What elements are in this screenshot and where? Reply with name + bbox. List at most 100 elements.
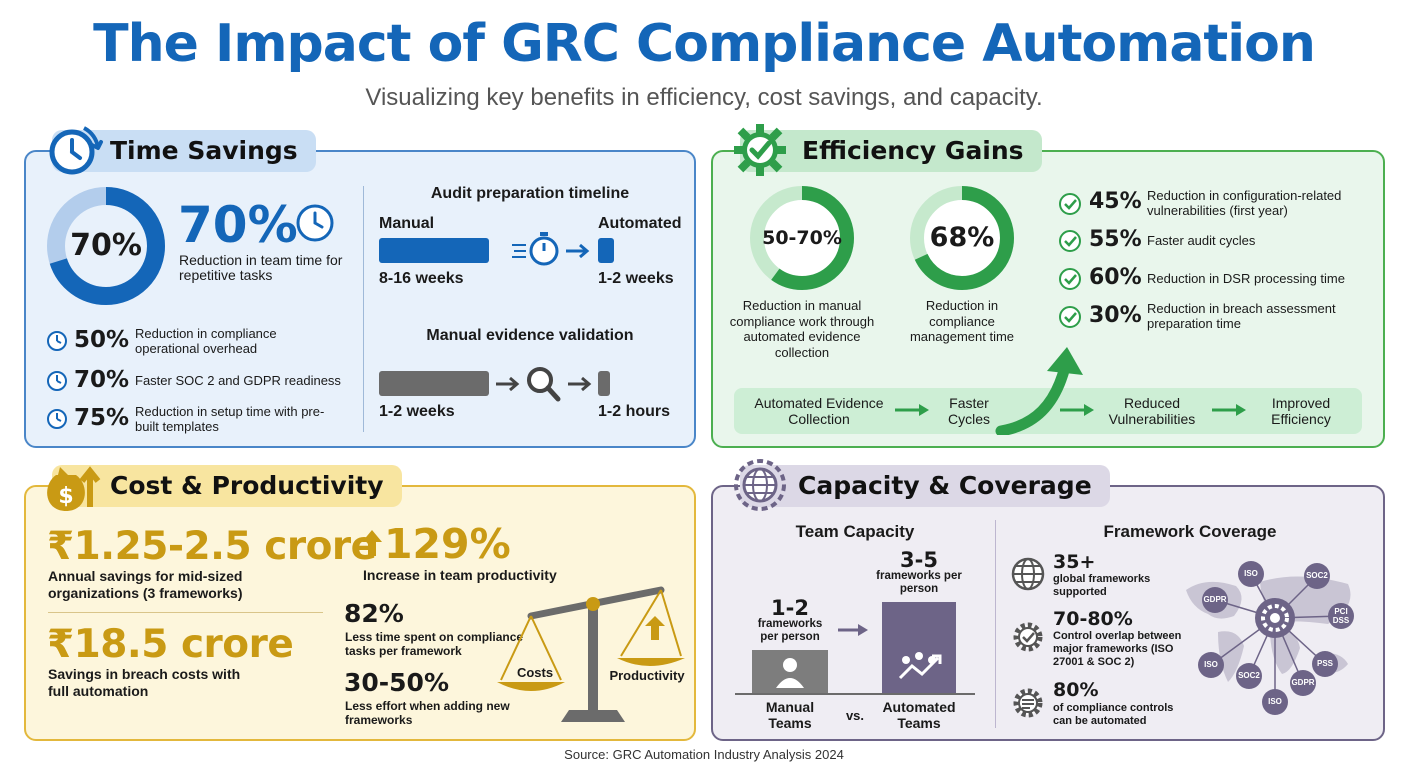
globe-icon (1011, 557, 1045, 591)
time-savings-title: Time Savings (110, 136, 298, 165)
evidence-title: Manual evidence validation (426, 327, 634, 344)
stopwatch-arrow-icon (512, 232, 590, 266)
automated-label: Automated Teams (882, 699, 956, 731)
cost-stat-1: ₹1.25-2.5 crore (47, 524, 377, 569)
cost-stat-4-desc: Less time spent on compliance tasks per … (345, 630, 524, 658)
capacity-header: Capacity & Coverage (734, 459, 1110, 511)
time-savings-header: Time Savings (49, 126, 316, 175)
cost-panel (24, 485, 696, 741)
framework-tag: ISO (1262, 689, 1288, 715)
flow-arrow-icon (895, 404, 929, 416)
time-item-text: Reduction in setup time with pre-built t… (135, 404, 325, 434)
divider (995, 520, 996, 728)
audit-manual-label: Manual (379, 215, 435, 232)
source-note: Source: GRC Automation Industry Analysis… (564, 747, 844, 762)
cost-title: Cost & Productivity (110, 471, 384, 500)
efficiency-item: 55% Faster audit cycles (1058, 226, 1378, 256)
framework-tag: GDPR (1202, 587, 1228, 613)
cost-header: $ Cost & Productivity (47, 465, 402, 511)
audit-automated-value: 1-2 weeks (598, 270, 674, 287)
evidence-automated-bar (598, 371, 610, 396)
clock-icon (296, 204, 334, 242)
arrow-up-icon (362, 530, 382, 556)
page-subtitle: Visualizing key benefits in efficiency, … (365, 84, 1043, 111)
framework-item-value: 35+ (1053, 551, 1096, 573)
capacity-title: Capacity & Coverage (798, 471, 1092, 500)
flow-step: Improved Efficiency (1271, 395, 1331, 427)
efficiency-donut-1-label: 50-70% (762, 227, 842, 249)
framework-item-text: of compliance controls can be automated (1053, 702, 1174, 727)
efficiency-donut-2 (910, 186, 1014, 290)
check-circle-icon (1059, 306, 1081, 328)
divider (363, 186, 364, 432)
manual-bar (752, 650, 828, 693)
framework-item-value: 80% (1053, 679, 1099, 701)
framework-tag: ISO (1198, 652, 1224, 678)
scale-label-productivity: Productivity (609, 668, 685, 683)
cost-stat-2: ₹18.5 crore (47, 622, 294, 667)
clock-icon (47, 371, 67, 391)
time-item-value: 50% (74, 327, 130, 353)
gear-check-icon (734, 124, 786, 176)
check-circle-icon (1059, 268, 1081, 290)
flow-step: Automated Evidence Collection (754, 395, 884, 427)
efficiency-item-value: 60% (1089, 265, 1142, 290)
stopwatch-icon (49, 126, 103, 175)
cost-stat-3-desc: Increase in team productivity (363, 567, 557, 583)
cost-stat-5-desc: Less effort when adding new frameworks (345, 699, 510, 727)
efficiency-item-value: 30% (1089, 303, 1142, 328)
manual-unit: frameworks per person (757, 618, 823, 643)
framework-coverage-title: Framework Coverage (1103, 522, 1277, 541)
flow-arrow-icon (1212, 404, 1246, 416)
time-donut (47, 187, 165, 305)
framework-item-text: Control overlap between major frameworks… (1053, 630, 1182, 668)
capacity-baseline (735, 693, 975, 695)
efficiency-item-text: Reduction in configuration-related vulne… (1147, 188, 1342, 218)
magnifier-arrow-icon (496, 367, 592, 402)
flow-step: Reduced Vulnerabilities (1108, 395, 1196, 427)
framework-tag: ISO (1238, 561, 1264, 587)
automated-unit: frameworks per person (876, 570, 962, 595)
cost-stat-1-desc: Annual savings for mid-sized organizatio… (48, 568, 243, 601)
time-item-text: Reduction in compliance operational over… (135, 326, 277, 356)
time-item: 50% Reduction in compliance operational … (46, 324, 356, 360)
gear-icon (1013, 688, 1043, 718)
efficiency-donut-1-desc: Reduction in manual compliance work thro… (729, 298, 875, 360)
framework-tag: SOC2 (1236, 663, 1262, 689)
cost-stat-2-desc: Savings in breach costs with full automa… (48, 666, 241, 699)
flow-step: Faster Cycles (947, 395, 990, 427)
framework-tag: PSS (1312, 651, 1338, 677)
evidence-manual-value: 1-2 weeks (379, 403, 455, 420)
globe-gear-icon (734, 459, 786, 511)
check-circle-icon (1059, 230, 1081, 252)
time-item: 75% Reduction in setup time with pre-bui… (46, 402, 356, 438)
efficiency-item: 60% Reduction in DSR processing time (1058, 264, 1378, 294)
check-circle-icon (1059, 193, 1081, 215)
capacity-arrow-icon (838, 624, 868, 636)
time-big-stat-desc: Reduction in team time for repetitive ta… (179, 252, 343, 283)
balance-scale-icon (497, 586, 685, 722)
time-item-value: 75% (74, 405, 130, 431)
audit-manual-bar (379, 238, 489, 263)
framework-tag: PCI DSS (1328, 603, 1354, 629)
svg-text:$: $ (58, 484, 73, 509)
efficiency-item-value: 55% (1089, 227, 1142, 252)
cost-stat-3: 129% (384, 520, 511, 568)
flow-arrow-icon (1060, 404, 1094, 416)
automated-bar (882, 602, 956, 693)
framework-item-text: global frameworks supported (1053, 573, 1151, 598)
person-icon (776, 658, 804, 688)
automated-value: 3-5 (900, 548, 938, 572)
efficiency-item-text: Faster audit cycles (1147, 233, 1256, 248)
framework-tag: SOC2 (1304, 563, 1330, 589)
team-growth-icon (898, 652, 942, 680)
efficiency-item: 45% Reduction in configuration-related v… (1058, 186, 1378, 222)
efficiency-item-value: 45% (1089, 189, 1142, 214)
versus-label: vs. (845, 708, 865, 723)
clock-icon (47, 331, 67, 351)
growth-arrow-icon (995, 347, 1083, 435)
efficiency-header: Efficiency Gains (734, 124, 1042, 176)
efficiency-donut-2-desc: Reduction in compliance management time (909, 298, 1015, 344)
time-item-value: 70% (74, 367, 130, 393)
gear-check-icon (1013, 622, 1043, 652)
